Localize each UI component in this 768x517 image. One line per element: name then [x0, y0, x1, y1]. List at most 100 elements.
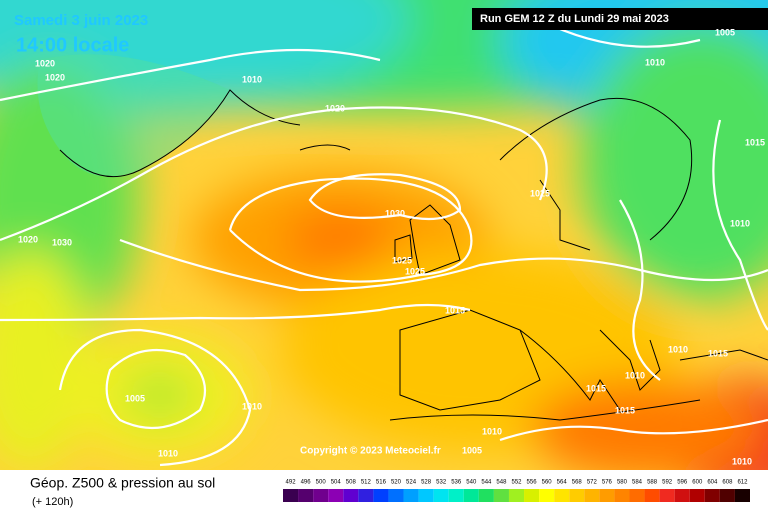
legend-swatch — [569, 489, 585, 502]
legend-swatch — [508, 489, 525, 502]
legend-label: 512 — [361, 480, 372, 486]
legend-swatch — [689, 489, 705, 502]
legend-swatch — [388, 489, 404, 502]
isobar-label: 1010 — [732, 456, 752, 466]
isobar-label: 1030 — [385, 208, 405, 218]
map-area — [0, 0, 768, 470]
isobar-label: 1010 — [482, 426, 502, 436]
isobar-label: 1020 — [35, 58, 55, 68]
legend-label: 524 — [406, 480, 417, 486]
isobar-label: 1015 — [586, 383, 606, 393]
legend-label: 564 — [557, 480, 568, 486]
legend-label: 532 — [436, 480, 447, 486]
isobar-label: 1030 — [52, 237, 72, 247]
legend-label: 560 — [542, 480, 553, 486]
greenland — [37, 54, 230, 177]
legend-label: 604 — [707, 480, 718, 486]
footer-lead: (+ 120h) — [32, 496, 73, 508]
isobars — [0, 19, 768, 467]
legend-swatch — [659, 489, 675, 502]
legend-swatch — [478, 489, 494, 502]
legend-swatch — [629, 489, 645, 502]
legend-swatch — [403, 489, 419, 502]
isobar-label: 1015 — [745, 137, 765, 147]
legend-label: 592 — [662, 480, 673, 486]
color-legend: 492 496 500 504 508 512 516 520 524 528 532 536 540 5… — [283, 480, 750, 502]
legend-label: 552 — [511, 480, 522, 486]
legend-swatch — [283, 489, 299, 502]
run-banner-bg — [472, 8, 768, 30]
legend-swatch — [539, 489, 555, 502]
legend-swatch — [343, 489, 359, 502]
legend-label: 528 — [421, 480, 432, 486]
copyright: Copyright © 2023 Meteociel.fr — [300, 446, 441, 457]
legend-label: 520 — [391, 480, 402, 486]
legend-label: 572 — [587, 480, 598, 486]
isobar-label: 1015 — [708, 348, 728, 358]
footer-title: Géop. Z500 & pression au sol — [30, 475, 215, 491]
legend-label: 516 — [376, 480, 387, 486]
legend-swatch — [614, 489, 630, 502]
legend-label: 576 — [602, 480, 613, 486]
legend-swatch — [463, 489, 479, 502]
isobar-label: 1015 — [445, 305, 465, 315]
legend-label: 540 — [466, 480, 477, 486]
isobar-label: 1020 — [45, 72, 65, 82]
legend-label: 504 — [331, 480, 342, 486]
legend-swatch — [493, 489, 509, 502]
legend-label: 596 — [677, 480, 688, 486]
legend-swatch — [584, 489, 600, 502]
legend-label: 584 — [632, 480, 643, 486]
coastlines — [59, 89, 768, 421]
legend-label: 588 — [647, 480, 658, 486]
legend-label: 536 — [451, 480, 462, 486]
isobar-label: 1020 — [18, 234, 38, 244]
isobar-label: 1025 — [530, 188, 550, 198]
legend-label: 508 — [346, 480, 357, 486]
isobar-label: 1010 — [668, 344, 688, 354]
legend-label: 608 — [722, 480, 733, 486]
legend-swatch — [719, 489, 735, 502]
forecast-time: 14:00 locale — [16, 34, 129, 56]
isobar-label: 1010 — [730, 218, 750, 228]
isobar-label: 1025 — [405, 266, 425, 276]
legend-swatch — [448, 489, 464, 502]
legend-label: 492 — [286, 480, 297, 486]
legend-label: 580 — [617, 480, 628, 486]
legend-label: 544 — [481, 480, 492, 486]
legend-swatch — [599, 489, 615, 502]
legend-swatch — [433, 489, 449, 502]
legend-swatch — [734, 489, 750, 502]
legend-swatch — [524, 489, 540, 502]
isobar-label: 1010 — [158, 448, 178, 458]
isobar-label: 1005 — [715, 27, 735, 37]
isobar-label: 1015 — [615, 405, 635, 415]
forecast-date: Samedi 3 juin 2023 — [14, 12, 148, 29]
legend-label: 612 — [737, 480, 748, 486]
legend-swatch — [554, 489, 570, 502]
isobar-label: 1010 — [645, 57, 665, 67]
isobar-label: 1025 — [392, 255, 412, 265]
legend-swatch — [373, 489, 389, 502]
isobar-label: 1020 — [325, 103, 345, 113]
legend-label: 496 — [301, 480, 312, 486]
legend-swatch — [328, 489, 344, 502]
isobar-label: 1010 — [242, 74, 262, 84]
isobar-label: 1005 — [125, 393, 145, 403]
legend-label: 548 — [496, 480, 507, 486]
run-info: Run GEM 12 Z du Lundi 29 mai 2023 — [480, 13, 669, 25]
legend-swatch — [298, 489, 314, 502]
legend-label: 500 — [316, 480, 327, 486]
isobar-label: 1005 — [462, 445, 482, 455]
legend-swatch — [358, 489, 374, 502]
isobar-label: 1010 — [242, 401, 262, 411]
legend-swatch — [313, 489, 329, 502]
isobar-label: 1010 — [625, 370, 645, 380]
legend-label: 568 — [572, 480, 583, 486]
legend-swatch — [704, 489, 720, 502]
legend-swatch — [644, 489, 660, 502]
legend-swatch — [674, 489, 690, 502]
legend-swatch — [418, 489, 434, 502]
legend-label: 556 — [527, 480, 538, 486]
